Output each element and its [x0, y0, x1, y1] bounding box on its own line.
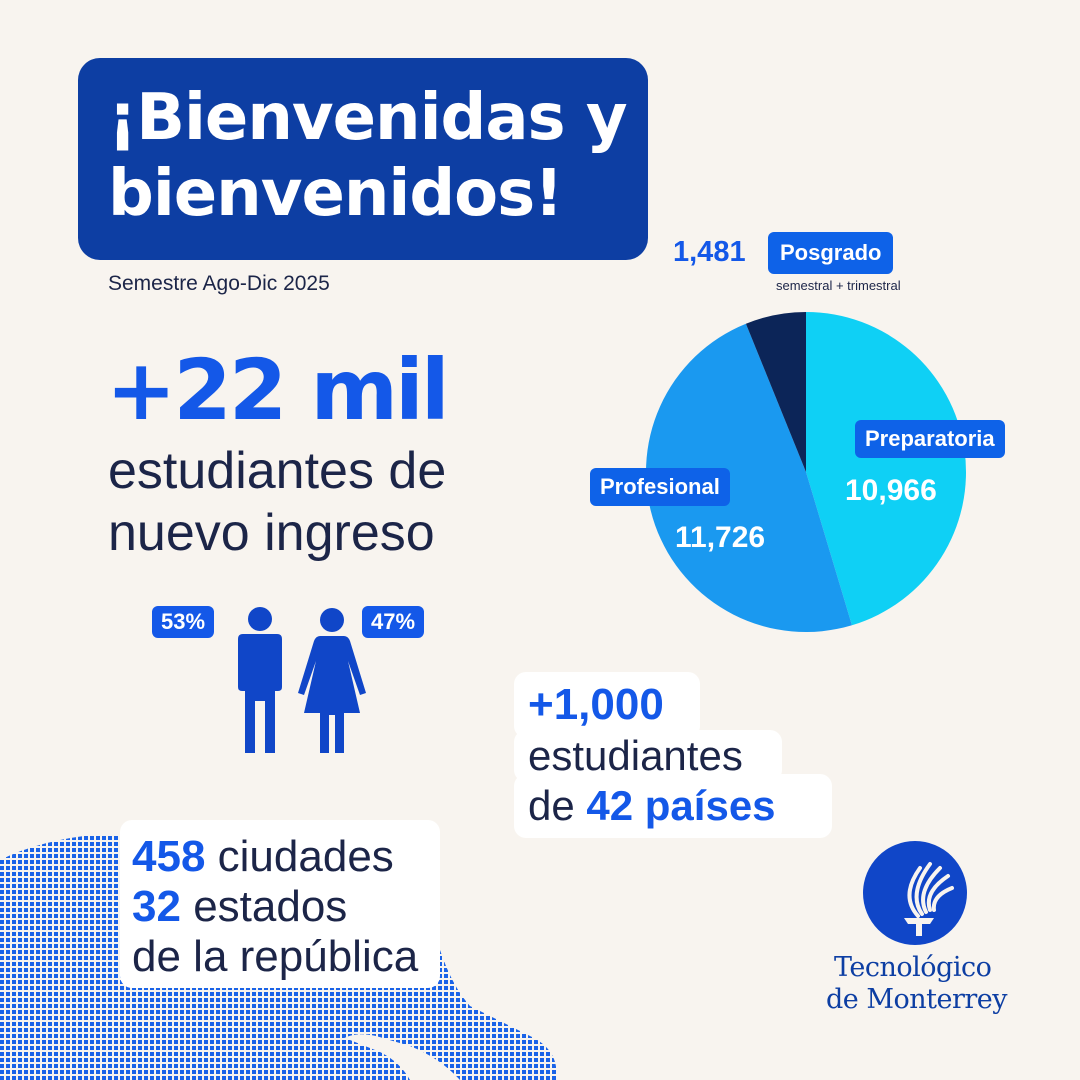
- preparatoria-value: 10,966: [845, 474, 937, 507]
- states-line: 32 estados: [132, 882, 347, 932]
- international-line-2-prefix: de: [528, 782, 587, 829]
- posgrado-value: 1,481: [673, 236, 746, 268]
- description-line-1: estudiantes de: [108, 442, 447, 500]
- preparatoria-label: Preparatoria: [855, 420, 1005, 458]
- states-count: 32: [132, 882, 181, 931]
- description-line-2: nuevo ingreso: [108, 504, 435, 562]
- republic-line: de la república: [132, 932, 419, 981]
- logo-text-line-2: de Monterrey: [826, 984, 1008, 1015]
- title-line-2: bienvenidos!: [108, 157, 563, 231]
- new-students-number: +22 mil: [106, 341, 450, 439]
- posgrado-label: Posgrado: [768, 232, 894, 274]
- torch-logo-icon: [863, 841, 967, 945]
- international-line-2: de 42 países: [528, 782, 776, 830]
- cities-line: 458 ciudades: [132, 832, 394, 882]
- pie-slice-posgrado: [745, 312, 806, 472]
- profesional-label: Profesional: [590, 468, 730, 506]
- page-title: ¡Bienvenidas y bienvenidos!: [108, 80, 628, 232]
- cities-label: ciudades: [217, 832, 394, 881]
- international-line-1: estudiantes: [528, 732, 743, 779]
- states-label: estados: [193, 882, 348, 931]
- logo-text-line-1: Tecnológico: [834, 952, 992, 983]
- countries-count: 42 países: [586, 782, 776, 829]
- posgrado-note: semestral + trimestral: [776, 278, 901, 293]
- student-level-pie: [645, 312, 967, 633]
- men-percentage-badge: 53%: [152, 606, 215, 638]
- man-icon: [238, 607, 282, 753]
- women-percentage-badge: 47%: [362, 606, 425, 638]
- geography-card: [120, 820, 440, 988]
- cities-count: 458: [132, 832, 206, 881]
- international-students-number: +1,000: [528, 680, 664, 729]
- semester-subtitle: Semestre Ago-Dic 2025: [108, 272, 330, 295]
- international-card-top: [514, 672, 700, 738]
- international-card-middle: [514, 730, 782, 782]
- pie-slice-profesional: [645, 323, 852, 633]
- profesional-value: 11,726: [675, 521, 766, 554]
- pie-slice-preparatoria: [806, 312, 967, 626]
- international-card-bottom: [514, 774, 832, 838]
- title-line-1: ¡Bienvenidas y: [108, 81, 628, 155]
- new-students-description: estudiantes de nuevo ingreso: [108, 440, 446, 564]
- title-banner: [78, 58, 648, 260]
- woman-icon: [298, 608, 366, 753]
- gender-figures: [238, 607, 366, 753]
